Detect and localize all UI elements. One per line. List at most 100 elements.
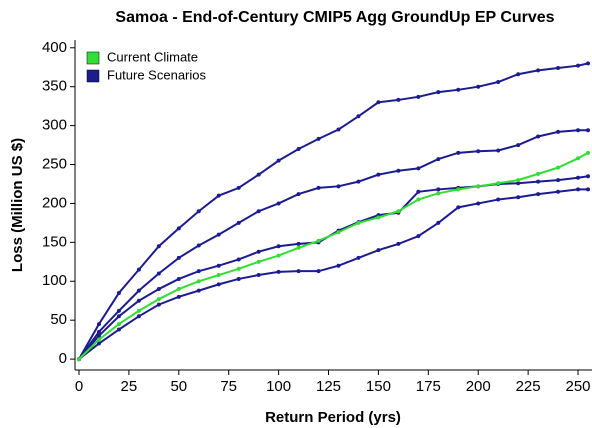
point	[576, 156, 581, 161]
point	[156, 271, 161, 276]
point	[276, 244, 281, 249]
point	[296, 146, 301, 151]
point	[456, 205, 461, 210]
point	[296, 241, 301, 246]
point	[586, 61, 591, 66]
point	[296, 269, 301, 274]
point	[136, 298, 141, 303]
point	[556, 66, 561, 71]
x-tick-label: 225	[516, 378, 541, 395]
x-tick-label: 100	[266, 378, 291, 395]
y-axis-label: Loss (Million US $)	[9, 138, 26, 272]
point	[316, 185, 321, 190]
point	[536, 171, 541, 176]
point	[216, 273, 221, 278]
point	[576, 187, 581, 192]
point	[276, 253, 281, 258]
point	[456, 150, 461, 155]
point	[336, 230, 341, 235]
point	[496, 80, 501, 85]
point	[316, 269, 321, 274]
point	[476, 184, 481, 189]
point	[316, 238, 321, 243]
y-tick-label: 0	[59, 350, 67, 367]
point	[516, 181, 521, 186]
point	[296, 245, 301, 250]
point	[236, 257, 241, 262]
x-tick-label: 175	[416, 378, 441, 395]
point	[236, 220, 241, 225]
point	[136, 267, 141, 272]
point	[176, 294, 181, 299]
x-tick-label: 75	[220, 378, 237, 395]
x-tick-label: 25	[121, 378, 138, 395]
point	[156, 244, 161, 249]
legend-swatch	[86, 51, 100, 65]
point	[396, 97, 401, 102]
point	[356, 220, 361, 225]
point	[516, 143, 521, 148]
legend-swatch	[86, 69, 100, 83]
point	[256, 259, 261, 264]
point	[96, 341, 101, 346]
point	[416, 234, 421, 239]
point	[576, 175, 581, 180]
point	[436, 90, 441, 95]
series-line	[78, 188, 589, 360]
point	[476, 84, 481, 89]
point	[136, 288, 141, 293]
point	[516, 72, 521, 77]
x-axis-label: Return Period (yrs)	[265, 409, 401, 426]
x-tick-label: 0	[75, 378, 83, 395]
point	[276, 201, 281, 206]
point	[416, 189, 421, 194]
y-tick-label: 100	[42, 272, 67, 289]
x-tick-label: 200	[466, 378, 491, 395]
point	[176, 287, 181, 292]
point	[96, 337, 101, 342]
point	[516, 195, 521, 200]
point	[536, 134, 541, 139]
point	[536, 192, 541, 197]
point	[586, 150, 591, 155]
point	[136, 308, 141, 313]
point	[196, 288, 201, 293]
point	[416, 94, 421, 99]
point	[156, 297, 161, 302]
point	[216, 232, 221, 237]
x-tick-label: 50	[170, 378, 187, 395]
legend-label: Current Climate	[107, 49, 198, 64]
point	[376, 100, 381, 105]
y-tick-label: 50	[50, 311, 67, 328]
point	[356, 179, 361, 184]
point	[576, 63, 581, 68]
point	[556, 165, 561, 170]
point	[256, 249, 261, 254]
point	[456, 187, 461, 192]
point	[116, 327, 121, 332]
point	[96, 333, 101, 338]
point	[136, 314, 141, 319]
point	[316, 136, 321, 141]
point	[496, 181, 501, 186]
point	[196, 243, 201, 248]
point	[536, 179, 541, 184]
point	[256, 273, 261, 278]
point	[216, 282, 221, 287]
point	[176, 226, 181, 231]
point	[196, 279, 201, 284]
point	[476, 201, 481, 206]
point	[586, 187, 591, 192]
point	[416, 166, 421, 171]
x-tick-label: 150	[366, 378, 391, 395]
point	[556, 129, 561, 134]
point	[116, 290, 121, 295]
y-tick-label: 150	[42, 233, 67, 250]
point	[96, 322, 101, 327]
chart-title: Samoa - End-of-Century CMIP5 Agg GroundU…	[115, 9, 554, 26]
point	[376, 215, 381, 220]
point	[496, 148, 501, 153]
point	[376, 172, 381, 177]
point	[76, 357, 81, 362]
point	[116, 308, 121, 313]
